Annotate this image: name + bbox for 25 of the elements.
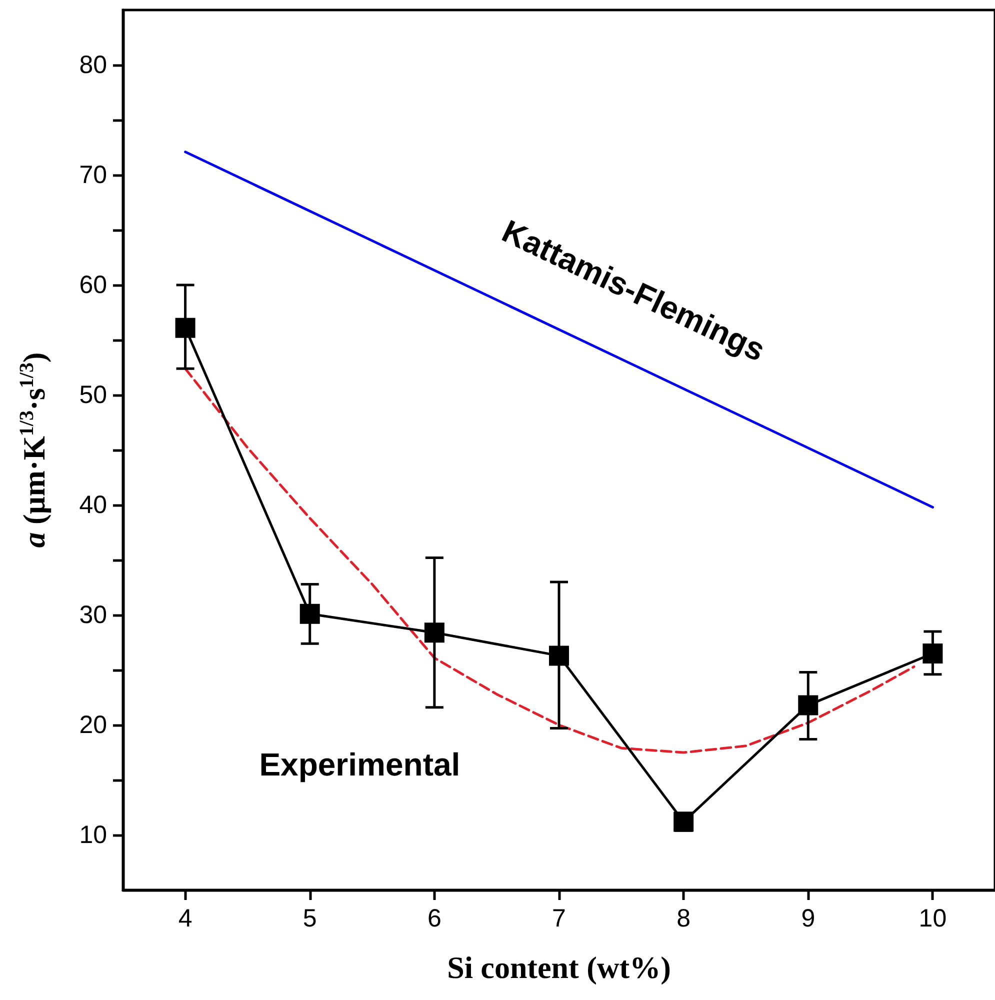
x-tick-label: 8 [676, 904, 691, 932]
y-axis-title: a (µm·K1/3·s1/3) [16, 352, 52, 548]
point [300, 604, 320, 624]
y-tick-label: 80 [79, 51, 107, 79]
x-tick-label: 7 [552, 904, 566, 932]
annotation: Experimental [259, 746, 460, 783]
x-axis-title: Si content (wt%) [447, 950, 671, 985]
y-tick-label: 40 [79, 491, 107, 519]
y-tick-label: 20 [79, 711, 107, 739]
y-tick-label: 10 [79, 821, 107, 849]
x-tick-label: 10 [918, 904, 947, 932]
y-tick-label: 50 [79, 381, 107, 409]
point [424, 622, 444, 643]
line-series [184, 367, 916, 754]
point [922, 644, 943, 664]
y-tick-label: 30 [79, 601, 107, 629]
y-tick-label: 70 [79, 161, 107, 189]
x-tick-label: 5 [302, 904, 317, 932]
x-tick-label: 6 [427, 904, 442, 932]
point [549, 646, 569, 666]
y-tick-label: 60 [79, 271, 107, 299]
point [175, 318, 196, 338]
point [798, 695, 818, 716]
x-tick-label: 4 [178, 904, 192, 932]
x-tick-label: 9 [801, 904, 816, 932]
